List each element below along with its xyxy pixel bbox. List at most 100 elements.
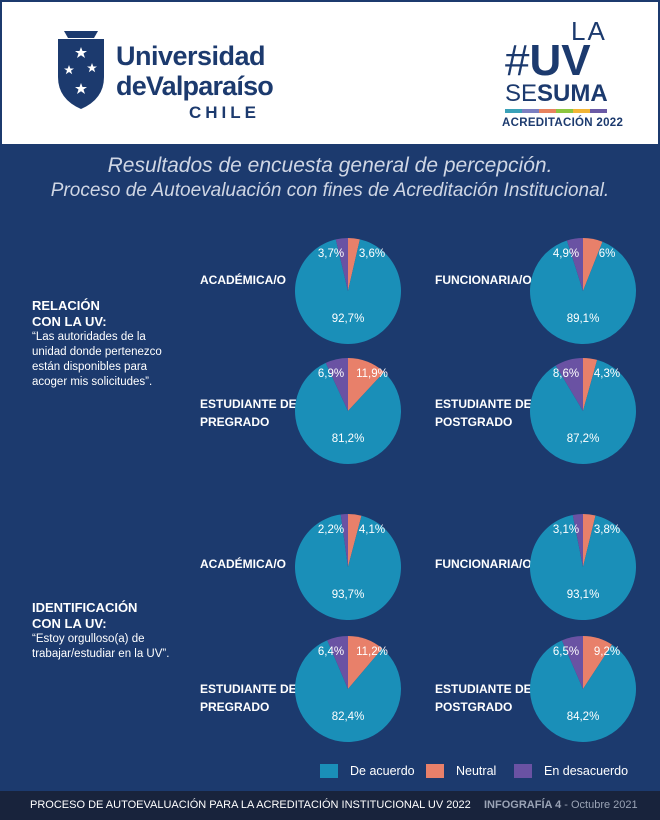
infographic-title: Resultados de encuesta general de percep…: [107, 154, 553, 177]
pie-value-label: 89,1%: [566, 313, 600, 325]
pie-value-label: 8,6%: [552, 368, 580, 380]
section-heading-line1: IDENTIFICACIÓN: [32, 600, 138, 615]
pie-slice-de-acuerdo: [529, 515, 636, 620]
campaign-uv-text: UV: [529, 36, 591, 85]
legend-label: De acuerdo: [350, 764, 415, 778]
pie-value-label: 6,4%: [317, 646, 345, 658]
pie-value-label: 87,2%: [566, 433, 600, 445]
pie-value-label: 81,2%: [331, 433, 365, 445]
footer-infografia: INFOGRAFÍA 4 - Octubre 2021: [484, 799, 638, 811]
pie-slice-en-desacuerdo: [340, 514, 348, 567]
group-label-line1: ESTUDIANTE DE: [435, 397, 532, 411]
pie-value-label: 6,5%: [552, 646, 580, 658]
pie-slice-de-acuerdo: [295, 514, 402, 620]
group-label-postgrado-2: ESTUDIANTE DE POSTGRADO: [435, 680, 532, 716]
legend-label: Neutral: [456, 764, 497, 778]
pie-value-label: 11,2%: [356, 646, 388, 658]
pie-slice-neutral: [348, 358, 385, 411]
header-banner: Universidad deValparaíso CHILE LA #UV SE…: [0, 0, 660, 146]
group-label-academica-2: ACADÉMICA/O: [200, 557, 286, 571]
pie-slice-en-desacuerdo: [572, 514, 583, 567]
pie-slice-en-desacuerdo: [561, 636, 583, 689]
campaign-acreditacion: ACREDITACIÓN 2022: [502, 117, 624, 129]
pie-slice-en-desacuerdo: [327, 636, 348, 689]
pie-slice-neutral: [348, 514, 362, 567]
pie-value-label: 6,9%: [317, 368, 345, 380]
pie-value-label: 4,3%: [593, 368, 621, 380]
campaign-uv: #UV: [505, 36, 591, 86]
footer-bar: PROCESO DE AUTOEVALUACIÓN PARA LA ACREDI…: [0, 791, 660, 820]
campaign-sesuma: SESUMA: [505, 80, 608, 108]
footer-infografia-number: INFOGRAFÍA 4: [484, 799, 562, 811]
legend-item-en-desacuerdo: En desacuerdo: [514, 764, 628, 778]
legend-swatch: [320, 764, 338, 778]
group-label-pregrado-2: ESTUDIANTE DE PREGRADO: [200, 680, 297, 716]
legend-swatch: [426, 764, 444, 778]
university-name-country: CHILE: [189, 103, 260, 122]
pie-slice-neutral: [583, 636, 612, 689]
pie-slice-en-desacuerdo: [325, 358, 348, 411]
section-question: “Estoy orgulloso(a) de trabajar/estudiar…: [32, 633, 170, 660]
pie-value-label: 82,4%: [331, 711, 365, 723]
group-label-funcionaria-2: FUNCIONARIA/O: [435, 557, 532, 571]
pie-value-label: 11,9%: [356, 368, 388, 380]
pie-value-label: 2,2%: [317, 524, 345, 536]
legend-label: En desacuerdo: [544, 764, 629, 778]
pie-value-label: 6%: [598, 248, 616, 260]
group-label-line2: POSTGRADO: [435, 700, 513, 714]
university-name-line1: Universidad: [116, 41, 266, 71]
pie-value-label: 93,1%: [566, 589, 600, 601]
pie-slice-de-acuerdo: [294, 362, 401, 464]
group-label-line1: ESTUDIANTE DE: [200, 397, 297, 411]
group-label-line2: POSTGRADO: [435, 415, 513, 429]
university-crest-logo: [58, 31, 104, 109]
campaign-color-bar: [505, 109, 607, 113]
section-heading-line2: CON LA UV:: [32, 314, 107, 329]
campaign-se: SE: [505, 80, 538, 107]
campaign-la: LA: [571, 16, 607, 46]
pie-slice-en-desacuerdo: [566, 238, 583, 291]
group-label-line1: ESTUDIANTE DE: [200, 682, 297, 696]
section-heading-line2: CON LA UV:: [32, 616, 107, 631]
pie-value-label: 9,2%: [593, 646, 621, 658]
pie-value-label: 92,7%: [331, 313, 365, 325]
pie-value-label: 4,1%: [358, 524, 386, 536]
campaign-hash: #: [505, 36, 530, 85]
legend-swatch: [514, 764, 532, 778]
group-label-line1: ESTUDIANTE DE: [435, 682, 532, 696]
pie-slice-de-acuerdo: [530, 359, 636, 464]
group-label-funcionaria-1: FUNCIONARIA/O: [435, 273, 532, 287]
infographic-subtitle: Proceso de Autoevaluación con fines de A…: [50, 180, 610, 201]
pie-value-label: 93,7%: [331, 589, 365, 601]
pie-slice-neutral: [583, 238, 603, 291]
group-label-postgrado-1: ESTUDIANTE DE POSTGRADO: [435, 395, 532, 431]
group-label-academica-1: ACADÉMICA/O: [200, 273, 286, 287]
pie-slice-de-acuerdo: [530, 640, 636, 743]
section-question: “Las autoridades de la unidad donde pert…: [32, 331, 162, 388]
section-identificacion-label: IDENTIFICACIÓN CON LA UV: “Estoy orgullo…: [32, 600, 182, 662]
section-relacion-label: RELACIÓN CON LA UV: “Las autoridades de …: [32, 298, 182, 390]
legend-item-neutral: Neutral: [426, 764, 496, 778]
pie-slice-en-desacuerdo: [555, 358, 583, 411]
pie-slice-neutral: [348, 238, 360, 291]
pie-value-label: 3,8%: [593, 524, 621, 536]
pie-value-label: 4,9%: [552, 248, 580, 260]
pie-slice-de-acuerdo: [530, 240, 636, 345]
campaign-suma: SUMA: [537, 80, 608, 107]
legend-item-de-acuerdo: De acuerdo: [320, 764, 415, 778]
pie-slice-de-acuerdo: [294, 640, 401, 743]
pie-slice-neutral: [583, 514, 596, 567]
group-label-line2: PREGRADO: [200, 415, 270, 429]
pie-value-label: 3,7%: [317, 248, 345, 260]
footer-date: - Octubre 2021: [561, 799, 638, 811]
pie-value-label: 3,1%: [552, 524, 580, 536]
pie-value-label: 84,2%: [566, 711, 600, 723]
pie-slice-en-desacuerdo: [335, 238, 348, 291]
pie-slice-neutral: [583, 358, 598, 411]
pie-slice-de-acuerdo: [294, 239, 401, 344]
university-name-line2: deValparaíso: [116, 71, 274, 101]
group-label-line2: PREGRADO: [200, 700, 270, 714]
section-heading-line1: RELACIÓN: [32, 298, 100, 313]
pie-slice-neutral: [348, 636, 383, 689]
